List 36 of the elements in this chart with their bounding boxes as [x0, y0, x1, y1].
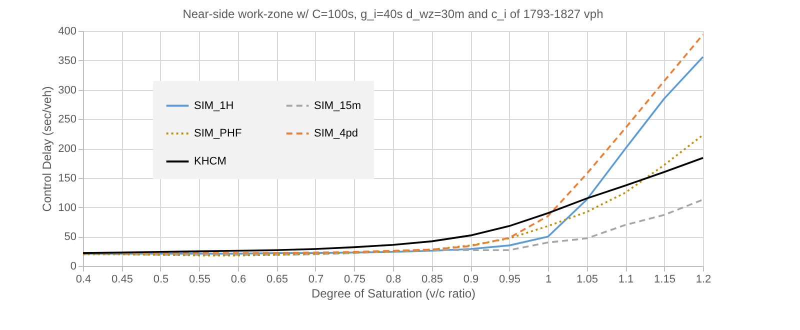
y-tick-label: 300 — [58, 84, 76, 96]
x-tick-label: 0.6 — [230, 274, 246, 286]
line-series — [82, 198, 704, 256]
chart-title: Near-side work-zone w/ C=100s, g_i=40s d_wz=30m and c_i of 1793-1827 vph — [182, 7, 604, 21]
legend-label: SIM_1H — [194, 100, 234, 112]
x-tick-label: 0.85 — [422, 274, 443, 286]
x-tick-label: 0.65 — [266, 274, 288, 286]
x-tick-label: 0.8 — [386, 274, 402, 286]
y-tick-label: 0 — [70, 260, 76, 272]
x-tick-label: 0.75 — [344, 274, 366, 286]
x-tick-label: 0.55 — [189, 274, 210, 286]
legend-label: SIM_PHF — [194, 128, 242, 140]
x-tick-label: 0.95 — [499, 274, 520, 286]
x-tick-label: 0.4 — [76, 274, 92, 286]
y-tick-label: 150 — [58, 172, 76, 184]
y-axis-title: Control Delay (sec/veh) — [40, 86, 54, 212]
x-tick-label: 1.1 — [618, 274, 634, 286]
x-tick-label: 0.9 — [463, 274, 479, 286]
x-tick-label: 1.05 — [576, 274, 598, 286]
x-axis-title: Degree of Saturation (v/c ratio) — [311, 286, 476, 300]
x-tick-label: 1.15 — [654, 274, 676, 286]
y-tick-label: 350 — [58, 54, 76, 67]
y-tick-label: 200 — [58, 143, 76, 155]
x-tick-label: 1 — [545, 274, 552, 286]
legend-label: KHCM — [194, 156, 226, 168]
line-series — [82, 157, 704, 254]
x-tick-label: 0.5 — [153, 274, 169, 286]
legend-label: SIM_4pd — [314, 128, 358, 140]
y-tick-label: 250 — [58, 114, 76, 126]
x-tick-label: 0.7 — [308, 274, 324, 286]
legend-label: SIM_15m — [314, 100, 362, 112]
y-tick-label: 400 — [58, 26, 76, 38]
y-tick-label: 100 — [58, 202, 76, 214]
x-tick-label: 0.45 — [112, 274, 133, 286]
x-tick-label: 1.2 — [696, 274, 712, 286]
y-tick-label: 50 — [64, 231, 76, 244]
